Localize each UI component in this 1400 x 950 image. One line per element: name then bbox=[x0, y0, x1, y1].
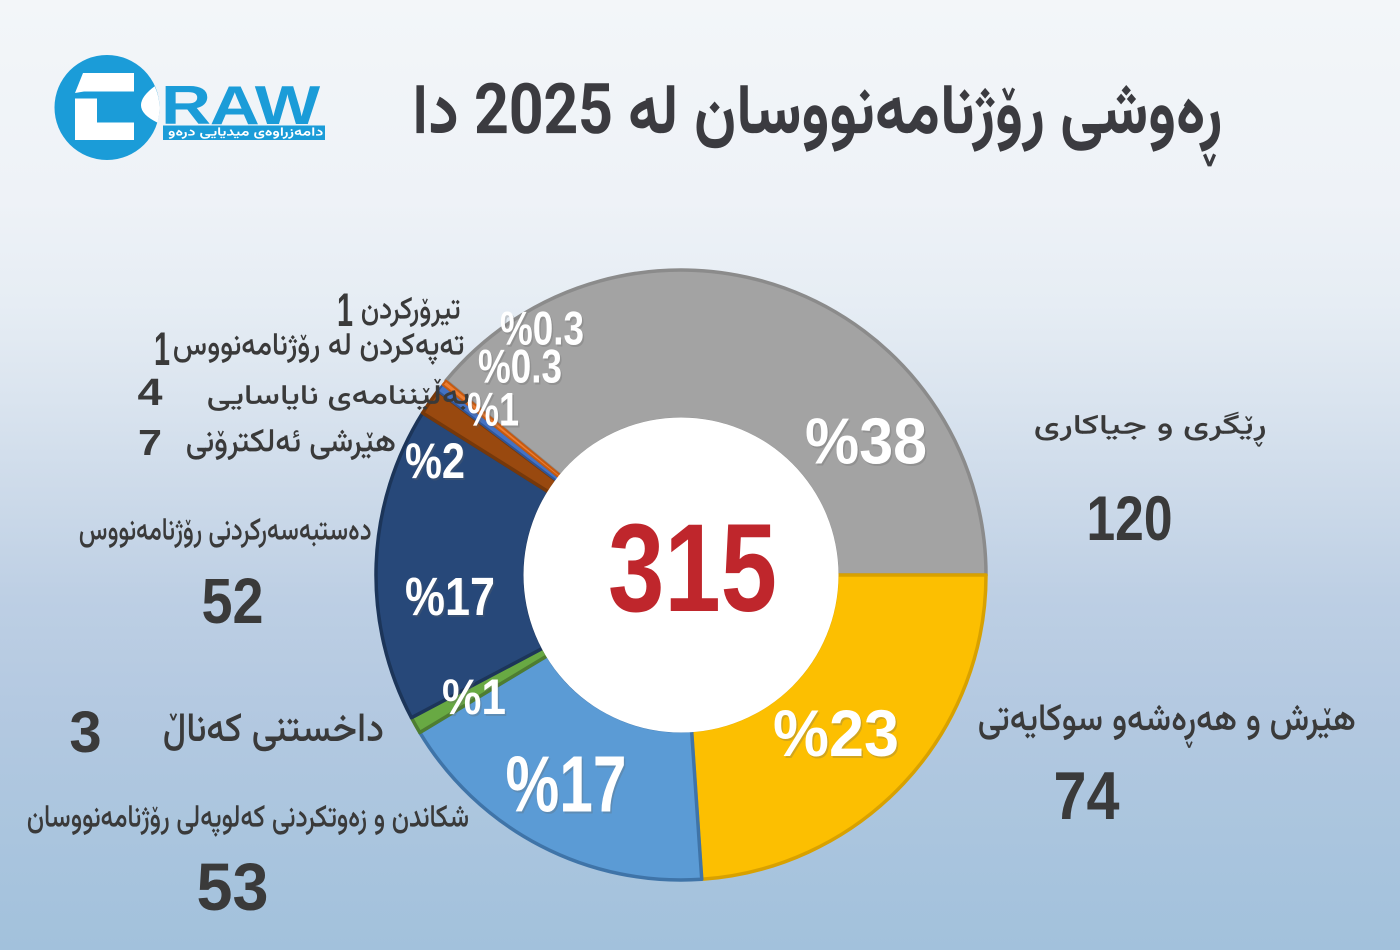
svg-text:%1: %1 bbox=[442, 669, 506, 725]
svg-text:%38: %38 bbox=[805, 405, 927, 478]
svg-text:%0.3: %0.3 bbox=[500, 302, 584, 355]
svg-text:%17: %17 bbox=[407, 569, 497, 629]
svg-text:74: 74 bbox=[1054, 758, 1120, 834]
svg-text:1: 1 bbox=[154, 322, 170, 375]
svg-text:%17: %17 bbox=[506, 740, 627, 829]
svg-text:1: 1 bbox=[337, 283, 353, 336]
svg-text:%2: %2 bbox=[405, 433, 465, 489]
svg-text:53: 53 bbox=[197, 850, 269, 925]
svg-text:7: 7 bbox=[138, 422, 162, 463]
svg-text:%1: %1 bbox=[444, 671, 508, 727]
svg-text:%17: %17 bbox=[405, 567, 495, 627]
svg-text:%2: %2 bbox=[407, 435, 467, 491]
svg-text:%0.3: %0.3 bbox=[502, 304, 586, 357]
svg-text:%1: %1 bbox=[469, 385, 521, 438]
svg-text:52: 52 bbox=[202, 565, 264, 637]
svg-text:%1: %1 bbox=[467, 383, 519, 436]
svg-text:3: 3 bbox=[69, 700, 101, 765]
svg-text:%23: %23 bbox=[775, 698, 901, 772]
svg-text:%23: %23 bbox=[773, 696, 899, 770]
svg-text:315: 315 bbox=[608, 499, 777, 638]
svg-text:%38: %38 bbox=[807, 407, 929, 480]
svg-text:120: 120 bbox=[1087, 484, 1173, 554]
svg-text:%17: %17 bbox=[507, 742, 628, 831]
svg-text:%0.3: %0.3 bbox=[478, 340, 562, 393]
svg-text:4: 4 bbox=[138, 372, 163, 414]
svg-text:%0.3: %0.3 bbox=[480, 342, 564, 395]
